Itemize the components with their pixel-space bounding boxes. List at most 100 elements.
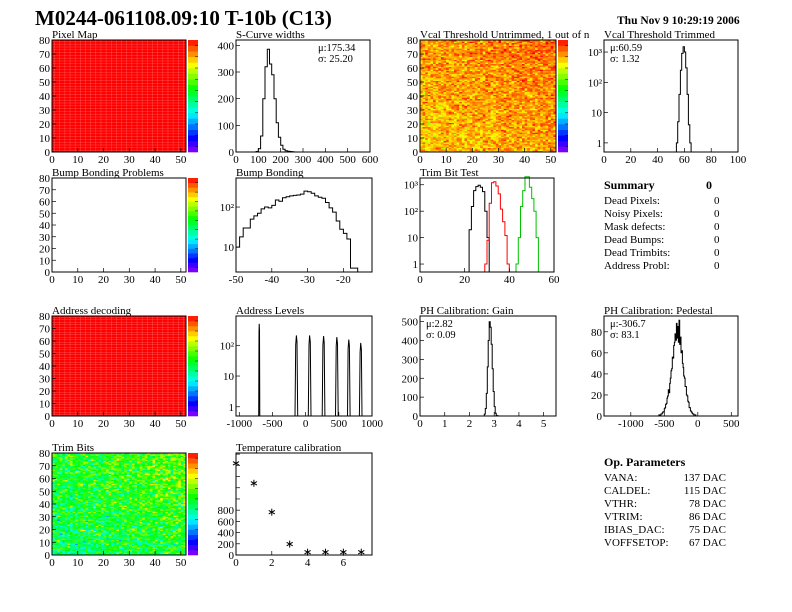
heatmap-cell (514, 110, 518, 112)
heatmap-cell (448, 150, 452, 153)
heatmap-cell (57, 461, 61, 464)
heatmap-cell (459, 146, 463, 149)
heatmap-cell (490, 49, 494, 52)
heatmap-cell (514, 61, 518, 63)
heatmap-cell (524, 76, 528, 79)
heatmap-cell (516, 98, 520, 101)
heatmap-cell (545, 45, 549, 48)
heatmap-cell (433, 83, 436, 86)
heatmap-cell (508, 146, 512, 149)
heatmap-cell (54, 497, 58, 500)
heatmap-cell (490, 111, 494, 114)
heatmap-cell (485, 55, 489, 58)
heatmap-cell (472, 68, 476, 70)
heatmap-cell (503, 96, 507, 98)
heatmap-cell (535, 49, 538, 52)
heatmap-cell (459, 136, 463, 139)
chart-title: PH Calibration: Pedestal (604, 305, 713, 317)
heatmap-cell (54, 511, 58, 514)
heatmap-cell (448, 70, 452, 73)
heatmap-cell (522, 118, 525, 121)
heatmap-cell (540, 76, 544, 79)
heatmap-cell (485, 135, 489, 137)
heatmap-cell (430, 125, 434, 128)
heatmap-cell (446, 93, 450, 95)
heatmap-cell (54, 537, 58, 539)
heatmap-cell (451, 142, 455, 144)
heatmap-cell (514, 52, 518, 55)
stats-line: σ: 83.1 (610, 330, 640, 341)
heatmap-cell (477, 55, 481, 58)
heatmap-cell (506, 59, 510, 62)
heatmap-cell (548, 112, 552, 115)
heatmap-cell (529, 77, 533, 80)
heatmap-cell (506, 118, 510, 121)
heatmap-cell (540, 97, 544, 100)
heatmap-cell (59, 534, 63, 537)
heatmap-cell (430, 121, 434, 123)
heatmap-cell (527, 40, 531, 42)
heatmap-cell (516, 104, 520, 107)
heatmap-cell (550, 114, 554, 116)
heatmap-cell (480, 121, 484, 123)
heatmap-cell (493, 45, 497, 48)
heatmap-cell (52, 510, 55, 512)
y-tick-label: 80 (407, 35, 419, 47)
heatmap-cell (490, 131, 494, 133)
heatmap-cell (467, 90, 470, 93)
heatmap-cell (456, 91, 460, 94)
heatmap-cell (433, 145, 436, 147)
heatmap-cell (57, 533, 61, 535)
heatmap-cell (448, 47, 452, 49)
heatmap-cell (527, 54, 531, 56)
heatmap-cell (485, 133, 489, 136)
heatmap-cell (532, 125, 536, 128)
heatmap-cell (519, 77, 523, 80)
y-tick-label: 10 (407, 233, 419, 245)
heatmap-cell (435, 90, 439, 93)
heatmap-cell (420, 108, 423, 111)
heatmap-cell (519, 82, 523, 84)
heatmap-cell (454, 70, 457, 73)
heatmap-cell (425, 42, 429, 45)
heatmap-cell (485, 84, 489, 87)
heatmap-cell (482, 112, 486, 115)
heatmap-cell (448, 61, 452, 63)
heatmap-cell (456, 105, 460, 108)
heatmap-cell (540, 48, 544, 51)
heatmap-cell (477, 41, 481, 44)
heatmap-cell (537, 121, 541, 123)
heatmap-cell (501, 70, 504, 73)
heatmap-cell (535, 122, 538, 125)
palette-swatch (558, 112, 568, 119)
heatmap-cell (506, 147, 510, 150)
heatmap-cell (440, 133, 444, 136)
heatmap-cell (529, 72, 533, 74)
heatmap-cell (540, 101, 544, 104)
heatmap-cell (472, 58, 476, 60)
heatmap-cell (529, 87, 533, 90)
heatmap-cell (532, 132, 536, 135)
heatmap-cell (57, 465, 61, 468)
heatmap-cell (506, 136, 510, 139)
heatmap-cell (456, 117, 460, 119)
heatmap-cell (446, 149, 450, 151)
heatmap-cell (524, 122, 528, 125)
heatmap-cell (57, 547, 61, 549)
heatmap-cell (493, 55, 497, 58)
heatmap-cell (537, 135, 541, 137)
heatmap-cell (425, 83, 429, 86)
heatmap-cell (422, 122, 426, 125)
heatmap-cell (422, 124, 426, 126)
heatmap-cell (456, 114, 460, 116)
heatmap-cell (52, 524, 55, 526)
y-tick-label: 40 (407, 91, 419, 103)
heatmap-cell (480, 55, 484, 58)
heatmap-cell (482, 55, 486, 58)
heatmap-cell (498, 70, 502, 73)
heatmap-cell (545, 101, 549, 104)
heatmap-cell (511, 101, 515, 104)
heatmap-cell (493, 51, 497, 53)
x-tick-label: 10 (72, 418, 84, 430)
heatmap-cell (542, 126, 546, 129)
